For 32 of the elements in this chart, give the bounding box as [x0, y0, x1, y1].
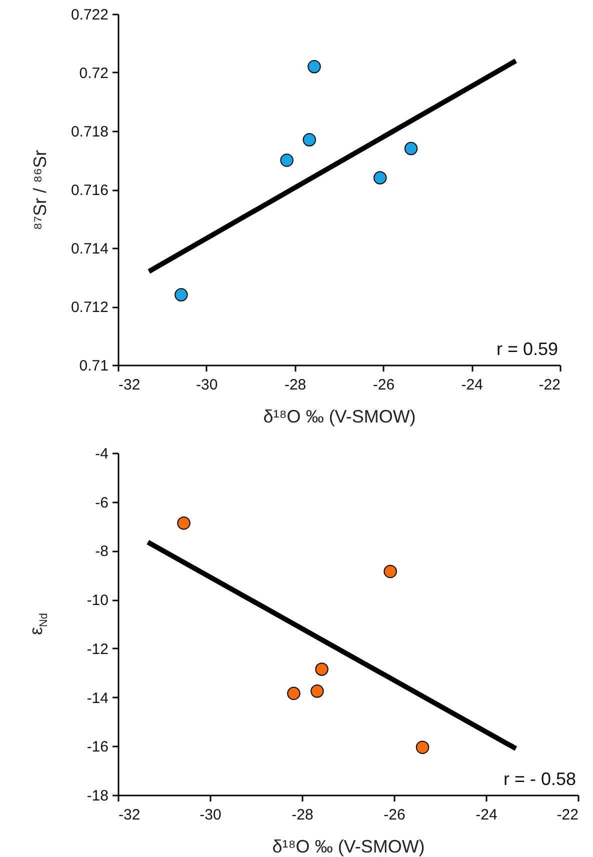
x-tick-label: -22	[556, 806, 578, 824]
y-axis-title: ⁸⁷Sr / ⁸⁶Sr	[30, 149, 50, 230]
y-tick-label: 0.71	[79, 358, 108, 374]
y-tick-label: -8	[95, 543, 108, 560]
x-tick-label: -28	[292, 806, 314, 824]
x-tick-label: -24	[461, 376, 483, 394]
x-tick-label: -30	[200, 806, 222, 824]
annotation: r = 0.59	[496, 339, 558, 359]
x-axis-title: δ¹⁸O ‰ (V-SMOW)	[272, 836, 425, 856]
y-tick-label: -18	[86, 788, 108, 804]
x-tick-label: -30	[196, 376, 218, 394]
y-tick-label: -10	[86, 592, 108, 610]
y-tick-label: -14	[86, 690, 108, 707]
x-tick-label: -26	[372, 376, 395, 394]
x-axis-title: δ¹⁸O ‰ (V-SMOW)	[263, 406, 416, 426]
y-tick-label: 0.722	[70, 6, 108, 24]
y-tick-label: 0.714	[70, 240, 108, 258]
y-tick-label: 0.712	[70, 299, 108, 316]
y-tick-label: 0.716	[70, 182, 108, 199]
y-tick-label: 0.718	[70, 124, 108, 140]
y-tick-label: -12	[86, 640, 108, 658]
annotation: r = - 0.58	[503, 769, 576, 789]
y-tick-label: -16	[86, 738, 108, 756]
x-tick-label: -32	[118, 806, 140, 824]
y-tick-label: 0.72	[79, 65, 108, 82]
y-tick-label: -6	[95, 494, 108, 512]
x-tick-label: -32	[118, 376, 140, 394]
x-tick-label: -24	[476, 806, 498, 824]
x-tick-label: -22	[538, 376, 560, 394]
x-tick-label: -26	[384, 806, 406, 824]
x-tick-label: -28	[284, 376, 306, 394]
y-tick-label: -4	[95, 446, 108, 462]
